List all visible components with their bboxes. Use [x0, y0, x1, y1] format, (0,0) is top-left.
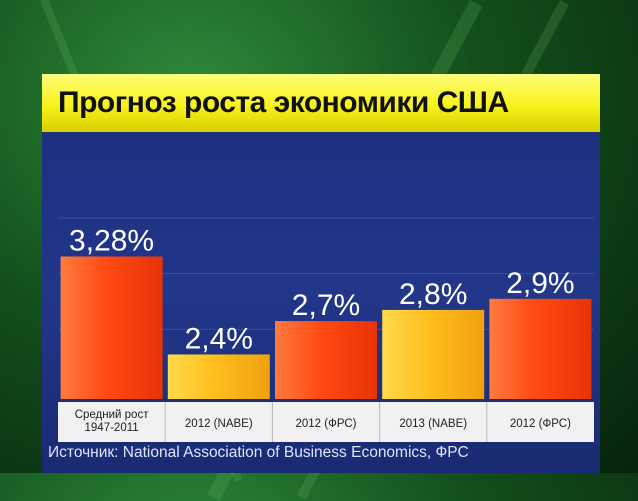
bar	[167, 354, 270, 399]
bar-value-label: 3,28%	[69, 224, 154, 257]
source-note: Источник: National Association of Busine…	[48, 444, 469, 461]
bar	[382, 309, 485, 399]
bar	[60, 256, 163, 399]
category-label: 2012 (ФРС)	[295, 418, 356, 430]
bar	[275, 321, 377, 399]
title-bar: Прогноз роста экономики США	[42, 74, 600, 132]
bar	[489, 298, 592, 399]
bar-value-label: 2,4%	[185, 322, 253, 355]
bar-chart: 3,28% Средний рост 1947-2011 2,4% 2012 (NABE…	[58, 217, 594, 442]
bar-value-label: 2,8%	[399, 278, 467, 311]
category-label: 2012 (ФРС)	[510, 418, 571, 430]
bar-value-label: 2,9%	[506, 267, 574, 300]
chart-title: Прогноз роста экономики США	[58, 86, 509, 119]
bar-value-label: 2,7%	[292, 289, 360, 322]
category-label: 2012 (NABE)	[185, 418, 253, 430]
category-label: 2013 (NABE)	[399, 418, 467, 430]
category-strip	[58, 402, 594, 442]
category-label: Средний рост 1947-2011	[75, 409, 149, 434]
